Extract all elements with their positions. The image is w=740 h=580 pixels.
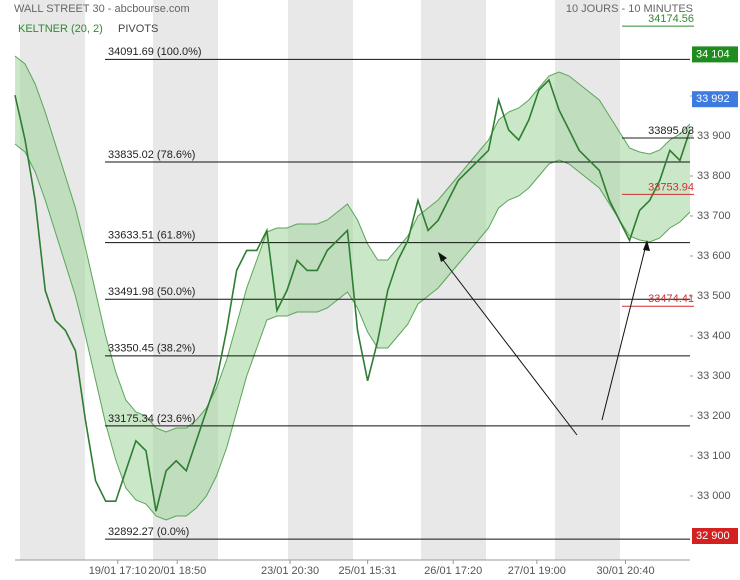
y-tick-label: 33 500 <box>697 290 731 302</box>
fib-label: 33633.51 (61.8%) <box>108 230 195 242</box>
y-tick-label: 33 600 <box>697 250 731 262</box>
y-tick-label: 33 100 <box>697 450 731 462</box>
keltner-upper <box>14 55 691 433</box>
x-tick-label: 20/01 18:50 <box>148 565 206 577</box>
chart-subtitle: 10 JOURS - 10 MINUTES <box>566 3 693 15</box>
price-tag-label: 34 104 <box>696 48 730 60</box>
arrow-head <box>438 252 447 262</box>
x-tick-label: 19/01 17:10 <box>89 565 147 577</box>
y-tick-label: 33 400 <box>697 330 731 342</box>
fib-label: 33350.45 (38.2%) <box>108 343 195 355</box>
arrow <box>601 244 647 421</box>
legend-item: KELTNER (20, 2) <box>18 23 103 35</box>
pivot-label: 34174.56 <box>648 13 694 25</box>
fib-label: 32892.27 (0.0%) <box>108 526 189 538</box>
y-tick-label: 33 200 <box>697 410 731 422</box>
plot: 33 000 33 100 33 200 33 300 33 400 33 500 33 6… <box>14 13 731 577</box>
pivot-label: 33753.94 <box>648 181 694 193</box>
x-tick-label: 25/01 15:31 <box>339 565 397 577</box>
arrow-head <box>643 240 650 251</box>
fib-label: 33835.02 (78.6%) <box>108 149 195 161</box>
fib-label: 34091.69 (100.0%) <box>108 46 202 58</box>
arrow <box>439 255 578 436</box>
x-tick-label: 30/01 20:40 <box>596 565 654 577</box>
y-tick-label: 33 900 <box>697 130 731 142</box>
price-tag-label: 33 992 <box>696 93 730 105</box>
x-tick-label: 26/01 17:20 <box>424 565 482 577</box>
y-tick-label: 33 300 <box>697 370 731 382</box>
y-tick-label: 33 000 <box>697 490 731 502</box>
pivot-label: 33474.41 <box>648 293 694 305</box>
y-tick-label: 33 800 <box>697 170 731 182</box>
keltner-lower <box>14 143 691 521</box>
price-tag <box>692 528 738 544</box>
x-tick-label: 27/01 19:00 <box>508 565 566 577</box>
fib-label: 33175.34 (23.6%) <box>108 413 195 425</box>
price-tag <box>692 46 738 63</box>
legend-item: PIVOTS <box>118 23 158 35</box>
price-tag-label: 32 900 <box>696 530 730 542</box>
price-line <box>14 78 691 512</box>
y-tick-label: 33 700 <box>697 210 731 222</box>
x-tick-label: 23/01 20:30 <box>261 565 319 577</box>
fib-label: 33491.98 (50.0%) <box>108 286 195 298</box>
chart-title: WALL STREET 30 - abcbourse.com <box>14 3 190 15</box>
price-tag <box>692 91 738 108</box>
pivot-label: 33895.03 <box>648 125 694 137</box>
